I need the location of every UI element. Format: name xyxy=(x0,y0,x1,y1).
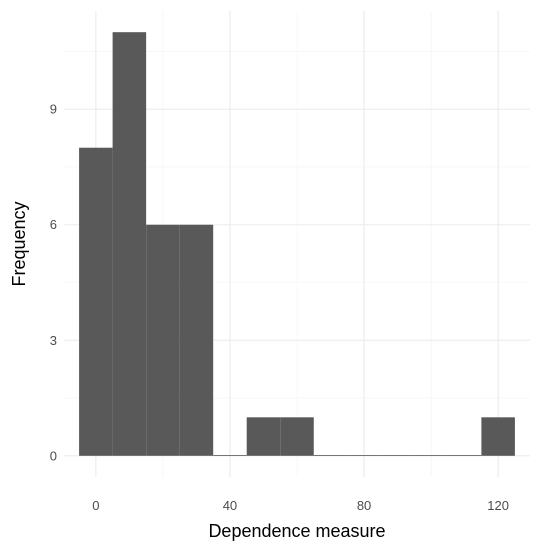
histogram-bar-10 xyxy=(414,455,448,456)
histogram-bar-0 xyxy=(79,147,113,456)
y-tick-label-0: 0 xyxy=(50,448,57,463)
histogram-bar-2 xyxy=(146,224,180,456)
x-tick-label-1: 40 xyxy=(223,498,237,513)
histogram-bar-3 xyxy=(179,224,214,456)
histogram-bar-5 xyxy=(246,417,281,456)
x-axis-ticks: 0 40 80 120 xyxy=(92,498,509,513)
y-axis-title: Frequency xyxy=(9,201,29,286)
x-tick-label-3: 120 xyxy=(487,498,509,513)
y-tick-label-2: 6 xyxy=(50,217,57,232)
y-axis-ticks: 0 3 6 9 xyxy=(50,102,57,464)
histogram-bar-12 xyxy=(481,417,515,456)
y-tick-label-1: 3 xyxy=(50,333,57,348)
histogram-bar-7 xyxy=(313,455,348,456)
histogram-bar-4 xyxy=(213,455,247,456)
y-tick-label-3: 9 xyxy=(50,102,57,117)
histogram-bar-11 xyxy=(447,455,482,456)
x-tick-label-0: 0 xyxy=(92,498,99,513)
histogram-bars xyxy=(79,32,515,456)
histogram-bar-9 xyxy=(380,455,415,456)
x-tick-label-2: 80 xyxy=(357,498,371,513)
histogram-bar-6 xyxy=(280,417,314,456)
histogram-bar-8 xyxy=(347,455,381,456)
histogram-bar-1 xyxy=(112,32,147,456)
x-axis-title: Dependence measure xyxy=(208,521,385,541)
